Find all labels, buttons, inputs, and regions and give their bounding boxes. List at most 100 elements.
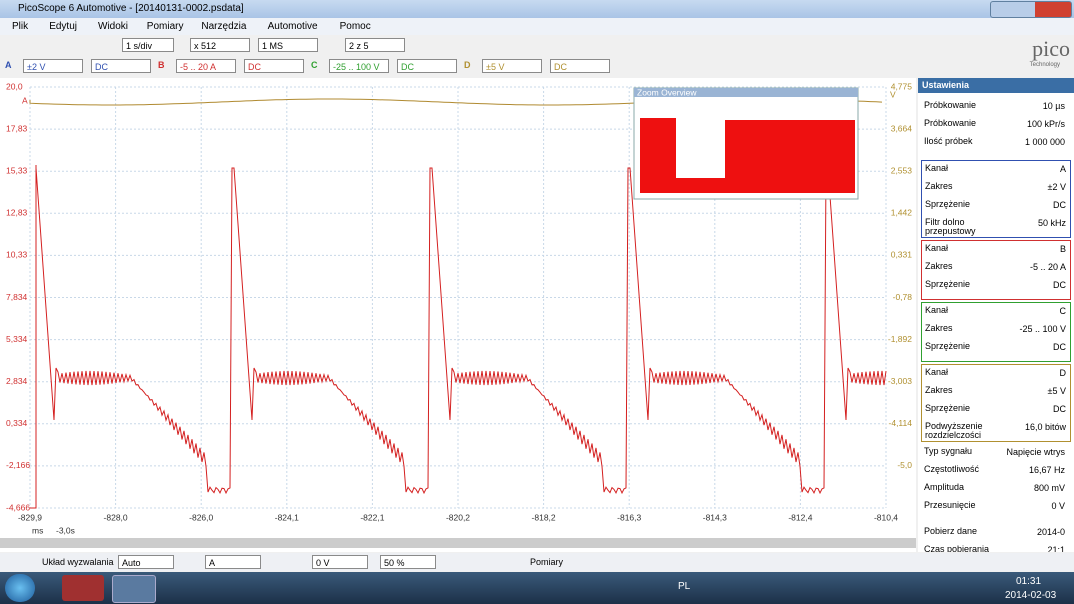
menu-item[interactable]: Widoki <box>98 21 129 32</box>
scope-view: 20,0 17,83 15,33 12,83 10,33 7,834 5,334 2,834 0… <box>0 78 916 552</box>
left-axis-label: 15,33 <box>6 165 28 175</box>
trigger-mode[interactable]: Auto <box>118 555 174 569</box>
setting-value: 21:1 <box>1047 545 1065 552</box>
setting-label: Zakres <box>925 323 953 333</box>
setting-value: B <box>1059 244 1066 254</box>
left-axis-label: 2,834 <box>6 376 28 386</box>
taskbar: PL 01:31 2014-02-03 <box>0 572 1074 604</box>
clock-time: 01:31 <box>1016 576 1042 587</box>
left-axis-label: 5,334 <box>6 334 28 344</box>
settings-group: Typ sygnału Napięcie wtrys Częstotliwość 16… <box>921 444 1069 520</box>
toolbar-field[interactable]: 1 MS <box>258 38 318 52</box>
setting-label: Amplituda <box>924 482 965 492</box>
right-axis-label: 0,331 <box>891 250 913 260</box>
channel-range[interactable]: -25 .. 100 V <box>329 59 389 73</box>
trigger-level[interactable]: 0 V <box>312 555 368 569</box>
setting-label: Kanał <box>925 305 949 315</box>
right-axis-label: -1,892 <box>888 334 912 344</box>
channel-range[interactable]: -5 .. 20 A <box>176 59 236 73</box>
x-unit: ms <box>32 525 43 535</box>
setting-label: Przesunięcie <box>924 500 976 510</box>
trigger-channel[interactable]: A <box>205 555 261 569</box>
x-axis-label: -824,1 <box>275 512 299 522</box>
menu-item[interactable]: Plik <box>12 21 29 32</box>
pico-app[interactable] <box>112 575 156 603</box>
x-axis-label: -816,3 <box>617 512 641 522</box>
pdf-app[interactable] <box>62 575 104 601</box>
setting-value: 800 mV <box>1033 483 1065 493</box>
x-offset: -3,0s <box>56 525 75 535</box>
setting-value: 100 kPr/s <box>1026 119 1065 129</box>
setting-label: Zakres <box>925 261 953 271</box>
zoom-overview-signal <box>640 118 855 193</box>
menu-item[interactable]: Pomoc <box>339 21 371 32</box>
setting-label: Kanał <box>925 163 949 173</box>
right-axis-label: 3,664 <box>891 123 913 133</box>
setting-value: 50 kHz <box>1037 218 1066 228</box>
settings-header: Ustawienia <box>918 78 1074 93</box>
right-axis-label: -3,003 <box>888 376 912 386</box>
settings-group: Kanał A Zakres ±2 V Sprzężenie DC Filtr dolno … <box>921 160 1071 238</box>
channel-bar: A ±2 V DC B -5 .. 20 A DC C -25 .. 100 V DC D ±5 V… <box>0 57 1074 76</box>
setting-value: 0 V <box>1051 501 1065 511</box>
setting-label: Sprzężenie <box>925 341 971 351</box>
setting-value: DC <box>1053 342 1066 352</box>
setting-label: Zakres <box>925 385 953 395</box>
menu-item[interactable]: Automotive <box>267 21 318 32</box>
setting-value: DC <box>1053 404 1066 414</box>
channel-coupling[interactable]: DC <box>91 59 151 73</box>
menu-bar: Plik Edytuj Widoki Pomiary Narzędzia Automoti… <box>0 18 1074 35</box>
left-axis-label: 12,83 <box>6 208 28 218</box>
x-axis-label: -822,1 <box>360 512 384 522</box>
channel-name: A <box>5 60 12 70</box>
menu-item[interactable]: Pomiary <box>146 21 184 32</box>
toolbar-field[interactable]: 2 z 5 <box>345 38 405 52</box>
setting-label: Próbkowanie <box>924 100 977 110</box>
clock-date: 2014-02-03 <box>1005 590 1057 601</box>
pretrigger[interactable]: 50 % <box>380 555 436 569</box>
window-buttons[interactable] <box>990 1 1072 18</box>
setting-label: Pobierz dane <box>924 526 978 536</box>
setting-value: ±2 V <box>1047 182 1066 192</box>
setting-value: DC <box>1053 280 1066 290</box>
setting-value: D <box>1059 368 1067 378</box>
toolbar-field[interactable]: 1 s/div <box>122 38 174 52</box>
left-axis-label: 20,0 <box>6 81 23 91</box>
trigger-label: Układ wyzwalania <box>42 557 114 567</box>
setting-label: Sprzężenie <box>925 279 971 289</box>
setting-value: 16,67 Hz <box>1028 465 1065 475</box>
x-axis-label: -826,0 <box>189 512 213 522</box>
channel-coupling[interactable]: DC <box>397 59 457 73</box>
setting-value: -5 .. 20 A <box>1029 262 1066 272</box>
setting-value: 2014-0 <box>1036 527 1065 537</box>
setting-label: Czas pobierania danych <box>924 544 990 553</box>
settings-group: Kanał D Zakres ±5 V Sprzężenie DC Podwyższenie… <box>921 364 1071 442</box>
setting-value: 16,0 bitów <box>1024 422 1066 432</box>
trigger-bar: Układ wyzwalania Auto A 0 V 50 % Pomiary <box>0 553 1074 571</box>
channel-range[interactable]: ±5 V <box>482 59 542 73</box>
right-axis-label: 1,442 <box>891 208 913 218</box>
setting-label: Kanał <box>925 367 949 377</box>
setting-label: Ilość próbek <box>924 136 973 146</box>
toolbar-field[interactable]: x 512 <box>190 38 250 52</box>
x-axis-label: -812,4 <box>788 512 812 522</box>
settings-group: Kanał B Zakres -5 .. 20 A Sprzężenie DC <box>921 240 1071 300</box>
window-title: PicoScope 6 Automotive - [20140131-0002.… <box>18 3 244 14</box>
channel-name: D <box>464 60 471 70</box>
x-axis-label: -829,9 <box>18 512 42 522</box>
channel-coupling[interactable]: DC <box>550 59 610 73</box>
channel-coupling[interactable]: DC <box>244 59 304 73</box>
channel-range[interactable]: ±2 V <box>23 59 83 73</box>
x-axis-label: -828,0 <box>104 512 128 522</box>
start-button[interactable] <box>5 574 35 602</box>
settings-group: Kanał C Zakres -25 .. 100 V Sprzężenie DC <box>921 302 1071 362</box>
right-axis-label: -4,114 <box>889 418 913 428</box>
right-unit: V <box>890 89 896 99</box>
menu-item[interactable]: Narzędzia <box>201 21 247 32</box>
left-axis-label: 10,33 <box>6 250 28 260</box>
logo-sub: Technology <box>1029 62 1060 68</box>
settings-panel: Ustawienia Próbkowanie 10 µs Próbkowanie 10… <box>918 78 1074 552</box>
menu-item[interactable]: Edytuj <box>49 21 77 32</box>
setting-label: Częstotliwość <box>924 464 980 474</box>
